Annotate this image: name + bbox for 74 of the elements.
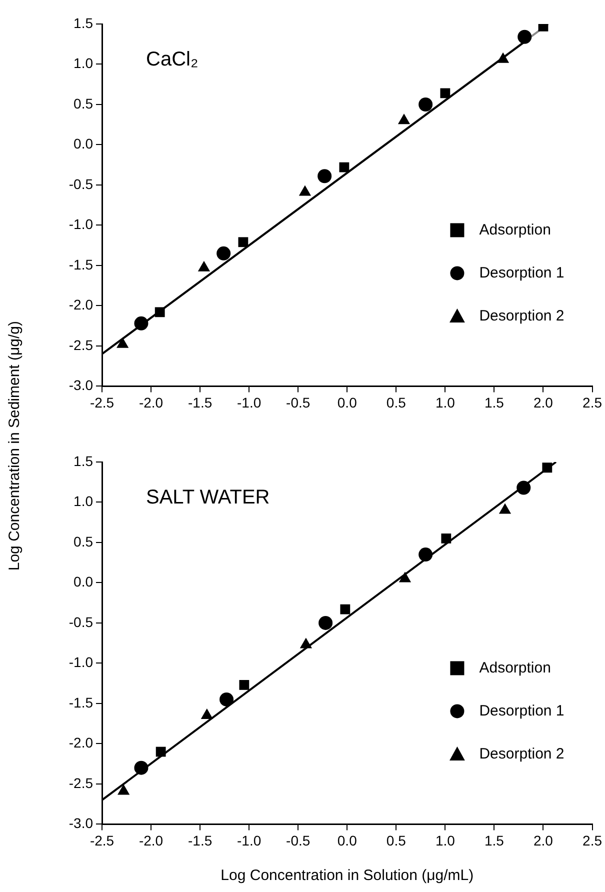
point [154,307,165,318]
legend-label: Desorption 1 [479,702,564,720]
x-tick-label: -2.5 [90,394,114,410]
point [200,708,213,720]
y-tick-label: -1.0 [68,654,94,670]
x-tick-label: -1.0 [237,394,262,410]
legend-label: Adsorption [479,221,551,238]
point [318,616,333,630]
x-tick-label: -2.0 [138,394,164,410]
point [134,760,148,775]
y-tick-label: -1.5 [68,256,94,272]
point [542,462,552,473]
x-tick-label: -2.5 [90,832,114,848]
point [339,162,350,172]
y-tick-label: -0.5 [68,614,94,630]
y-tick-label: -3.0 [68,377,94,394]
x-tick-label: -2.0 [138,832,164,848]
y-tick-label: -1.5 [68,694,94,710]
point [118,784,130,795]
y-tick-label: 0.5 [74,533,94,550]
point [216,246,231,260]
y-tick-label: 0.0 [74,574,94,590]
x-tick-label: 1.0 [435,832,456,848]
x-tick-label: 2.0 [534,394,554,410]
point [156,746,166,757]
point [300,638,312,648]
point [340,604,350,614]
point [134,316,148,330]
x-tick-label: 0.0 [337,394,358,410]
y-tick-label: 1.0 [74,55,94,72]
y-tick-label: 1.0 [74,493,94,510]
x-tick-label: -0.5 [286,394,310,410]
x-tick-label: -1.0 [237,832,262,848]
y-tick-label: -2.5 [68,774,94,791]
y-tick-label: -0.5 [68,176,94,192]
point [518,30,532,44]
x-tick-label: 1.5 [484,394,504,410]
point [440,88,450,98]
y-axis-title: Log Concentration in Sediment (μg/g) [6,321,23,571]
text: CaCl₂ [146,48,198,71]
y-tick-label: -2.5 [68,336,94,353]
point [220,692,234,706]
x-tick-label: 2.5 [582,832,602,848]
x-tick-label: 1.0 [435,394,456,410]
point [418,97,433,112]
y-tick-label: 1.5 [74,452,94,469]
x-tick-label: 0.0 [337,832,358,848]
point [318,169,332,184]
x-tick-label: -0.5 [286,832,310,848]
text: SALT WATER [146,486,270,509]
x-tick-label: 1.5 [484,832,504,848]
legend-label: Desorption 2 [479,307,564,324]
y-tick-label: -2.0 [68,296,94,313]
x-tick-label: -1.5 [188,394,212,410]
x-tick-label: 2.0 [534,832,554,848]
x-tick-label: 2.5 [582,394,602,410]
x-tick-label: 0.5 [386,832,406,848]
legend-label: Desorption 2 [479,745,564,762]
y-tick-label: 0.0 [74,136,94,152]
legend-label: Desorption 1 [479,264,564,282]
point [418,548,433,562]
point [238,237,248,248]
x-tick-label: 0.5 [386,394,406,410]
y-tick-label: -1.0 [68,216,94,232]
x-axis-title: Log Concentration in Solution (μg/mL) [220,867,474,884]
y-tick-label: -2.0 [68,734,94,751]
y-tick-label: 1.5 [74,14,94,31]
legend-label: Adsorption [479,659,551,676]
point [441,534,452,544]
y-tick-label: 0.5 [74,95,94,112]
x-tick-label: -1.5 [188,832,212,848]
y-tick-label: -3.0 [68,815,94,832]
point [516,480,531,495]
point [239,680,250,690]
